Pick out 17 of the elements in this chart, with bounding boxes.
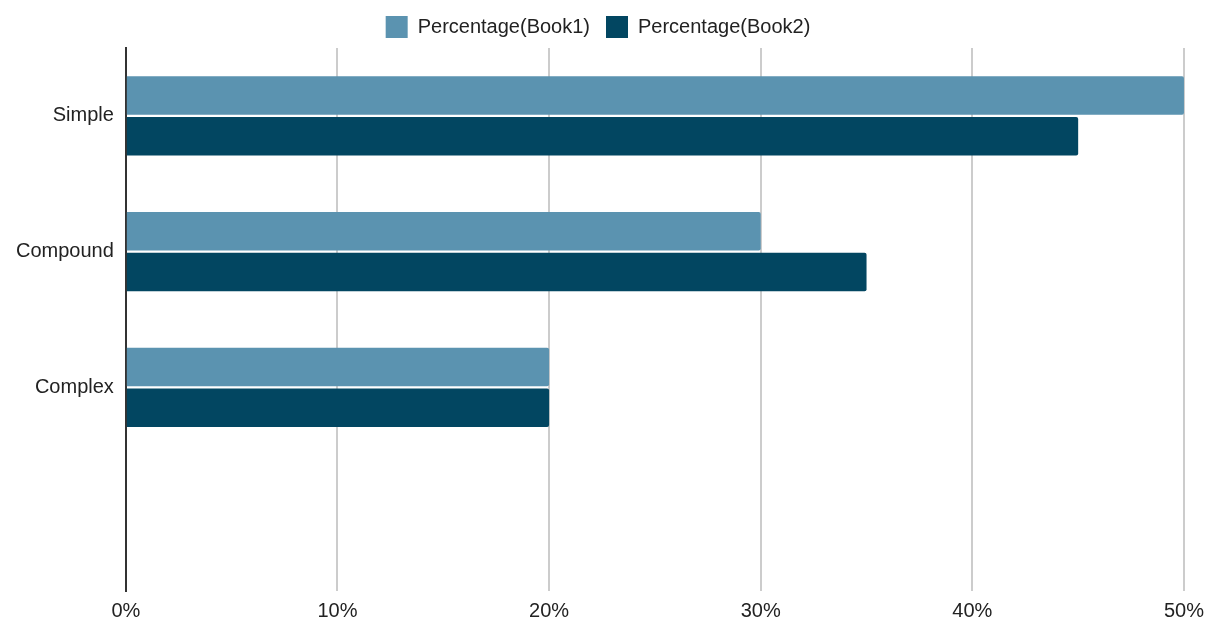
- bar: [126, 116, 1079, 156]
- bar: [126, 252, 867, 292]
- bar: [126, 347, 550, 387]
- x-tick-label: 30%: [740, 598, 781, 621]
- bar: [126, 76, 1184, 115]
- x-tick-label: 20%: [529, 598, 570, 621]
- y-tick-label: Compound: [16, 239, 114, 262]
- bar: [126, 388, 550, 428]
- bar: [126, 211, 761, 251]
- x-tick-label: 50%: [1163, 598, 1205, 621]
- x-tick-label: 40%: [952, 598, 993, 621]
- y-tick-label: Complex: [34, 374, 114, 397]
- x-tick-label: 10%: [317, 598, 358, 621]
- y-tick-label: Simple: [52, 103, 114, 126]
- x-tick-label: 0%: [111, 598, 141, 621]
- legend-label: Percentage(Book1): [417, 14, 590, 37]
- legend-label: Percentage(Book2): [638, 14, 811, 37]
